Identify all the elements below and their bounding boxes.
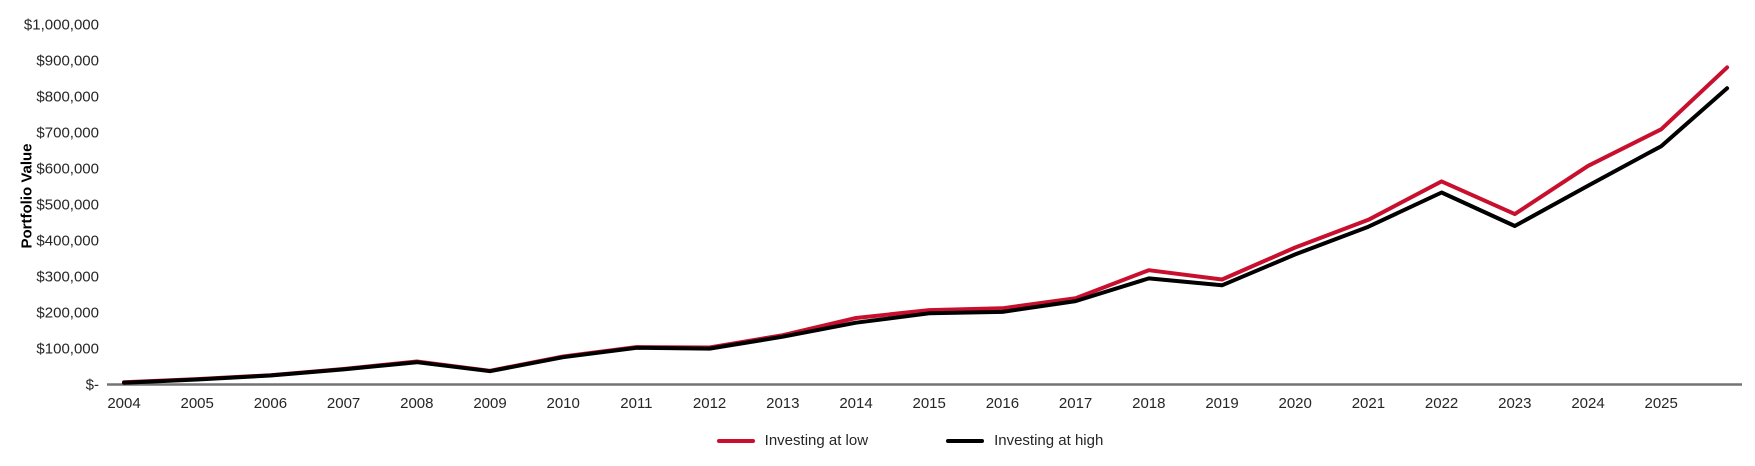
- y-tick-label: $300,000: [36, 268, 99, 286]
- y-tick-label: $100,000: [36, 340, 99, 358]
- x-tick-label: 2008: [400, 395, 434, 412]
- legend-item-investing-at-low: Investing at low: [716, 432, 869, 449]
- x-tick-label: 2013: [766, 395, 800, 412]
- x-tick-label: 2018: [1132, 395, 1166, 412]
- legend-label-investing-at-high: Investing at high: [994, 432, 1104, 449]
- x-tick-label: 2010: [546, 395, 580, 412]
- series-line-investing-at-low: [122, 65, 1730, 385]
- x-tick-label: 2006: [253, 395, 288, 412]
- y-tick-label: $700,000: [36, 124, 99, 142]
- y-tick-label: $200,000: [36, 304, 99, 322]
- y-tick-label: $500,000: [36, 196, 99, 214]
- x-tick-label: 2007: [326, 395, 361, 412]
- x-tick-label: 2004: [107, 395, 141, 412]
- x-tick-label: 2014: [839, 395, 873, 412]
- x-tick-label: 2024: [1571, 395, 1605, 412]
- series-line-investing-at-high: [122, 86, 1730, 385]
- x-tick-label: 2011: [620, 395, 653, 412]
- y-tick-label: $-: [85, 376, 99, 393]
- x-tick-label: 2017: [1058, 395, 1093, 412]
- x-tick-label: 2016: [985, 395, 1020, 412]
- red-line-swatch-icon: [716, 438, 755, 443]
- y-tick-label: $900,000: [36, 52, 99, 70]
- x-tick-label: 2025: [1644, 395, 1678, 412]
- y-tick-label: $1,000,000: [23, 16, 99, 34]
- x-tick-label: 2005: [180, 395, 214, 412]
- y-tick-label: $800,000: [36, 88, 99, 106]
- black-line-swatch-icon: [946, 438, 985, 443]
- x-tick-label: 2012: [692, 395, 727, 412]
- x-tick-label: 2019: [1205, 395, 1239, 412]
- x-tick-label: 2023: [1498, 395, 1532, 412]
- x-tick-label: 2009: [473, 395, 507, 412]
- y-tick-label: $600,000: [36, 160, 99, 178]
- legend-label-investing-at-low: Investing at low: [764, 432, 869, 449]
- x-tick-label: 2021: [1351, 395, 1386, 412]
- y-tick-label: $400,000: [36, 232, 99, 250]
- chart-legend: Investing at low Investing at high: [65, 432, 1755, 449]
- x-tick-label: 2020: [1278, 395, 1312, 412]
- x-tick-label: 2015: [912, 395, 946, 412]
- legend-item-investing-at-high: Investing at high: [946, 432, 1103, 449]
- x-tick-label: 2022: [1424, 395, 1459, 412]
